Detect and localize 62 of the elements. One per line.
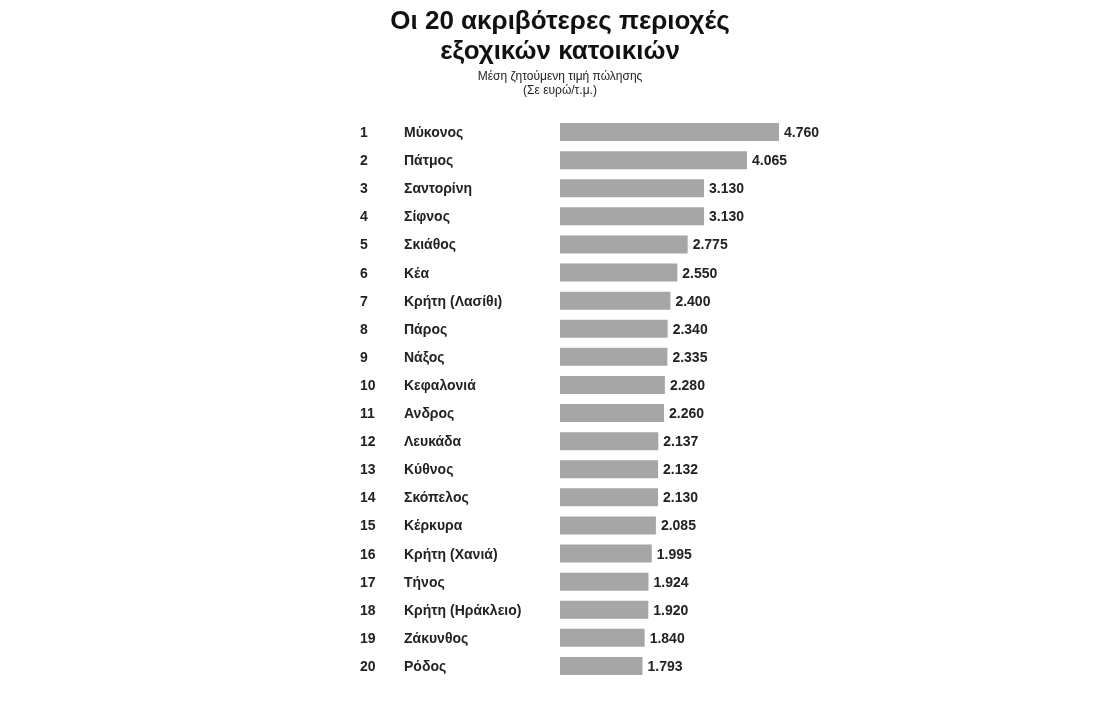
- category-label: 11 Ανδρος: [360, 405, 455, 422]
- category-label: 16 Κρήτη (Χανιά): [360, 545, 498, 562]
- bar: [560, 207, 704, 226]
- bar: [560, 404, 664, 423]
- data-label: 2.137: [663, 433, 699, 450]
- data-label: 4.760: [783, 124, 820, 141]
- data-label: 2.550: [682, 264, 718, 281]
- data-label: 2.775: [692, 236, 728, 253]
- bar: [560, 179, 704, 198]
- category-label: 10 Κεφαλονιά: [360, 376, 476, 393]
- category-label: 15 Κέρκυρα: [360, 517, 463, 534]
- bar: [560, 516, 656, 535]
- data-label: 2.085: [660, 517, 697, 534]
- bar: [560, 656, 643, 675]
- category-label: 20 Ρόδος: [360, 657, 447, 674]
- bar: [560, 544, 652, 563]
- data-label: 3.130: [708, 208, 745, 225]
- data-label: 1.840: [649, 629, 685, 646]
- bar: [560, 151, 747, 170]
- data-label: 2.132: [663, 461, 699, 478]
- bar: [560, 319, 668, 338]
- data-label: 2.400: [675, 292, 711, 309]
- bar: [560, 572, 649, 591]
- chart-title: Οι 20 ακριβότερες περιοχές εξοχικών κατοικιών: [390, 5, 730, 65]
- data-label: 1.995: [656, 545, 693, 562]
- data-label: 2.130: [662, 489, 699, 506]
- category-label: 19 Ζάκυνθος: [360, 629, 469, 646]
- data-label: 2.335: [672, 348, 708, 365]
- category-label: 6 Κέα: [360, 264, 430, 281]
- bar: [560, 432, 659, 451]
- bar: [560, 460, 659, 479]
- data-label: 1.920: [653, 601, 689, 618]
- category-label: 12 Λευκάδα: [360, 433, 462, 450]
- category-label: 1 Μύκονος: [360, 124, 464, 141]
- data-label: 1.793: [647, 657, 683, 674]
- category-label: 9 Νάξος: [360, 348, 445, 365]
- bar: [560, 123, 779, 142]
- data-label: 2.340: [672, 320, 708, 337]
- category-label: 14 Σκόπελος: [360, 489, 469, 506]
- category-label: 3 Σαντορίνη: [360, 180, 473, 197]
- bar: [560, 375, 665, 394]
- bar: [560, 628, 645, 647]
- bar: [560, 488, 658, 507]
- data-label: 3.130: [708, 180, 745, 197]
- data-label: 2.280: [669, 376, 706, 393]
- category-label: 5 Σκιάθος: [360, 236, 457, 253]
- data-label: 2.260: [668, 405, 705, 422]
- category-label: 13 Κύθνος: [360, 461, 454, 478]
- category-label: 7 Κρήτη (Λασίθι): [360, 292, 503, 309]
- chart-subtitle: Μέση ζητούμενη τιμή πώλησης (Σε ευρώ/τ.μ.): [477, 69, 643, 97]
- bar: [560, 235, 688, 254]
- bar: [560, 263, 678, 282]
- bar: [560, 291, 671, 310]
- data-label: 1.924: [653, 573, 689, 590]
- category-label: 18 Κρήτη (Ηράκλειο): [360, 601, 522, 618]
- category-label: 17 Τήνος: [360, 573, 445, 590]
- category-label: 8 Πάρος: [360, 320, 448, 337]
- category-label: 2 Πάτμος: [360, 152, 454, 169]
- category-label: 4 Σίφνος: [360, 208, 450, 225]
- bar: [560, 600, 649, 619]
- bar: [560, 347, 668, 366]
- data-label: 4.065: [751, 152, 788, 169]
